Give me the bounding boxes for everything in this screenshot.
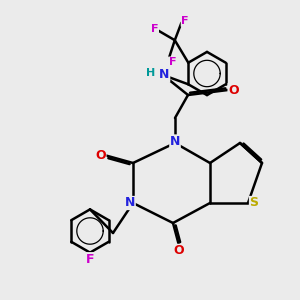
Text: N: N <box>125 196 135 209</box>
Text: O: O <box>228 83 239 97</box>
Text: O: O <box>174 244 184 257</box>
Text: N: N <box>170 135 180 148</box>
Text: F: F <box>86 253 94 266</box>
Text: F: F <box>181 16 189 26</box>
Text: H: H <box>146 68 155 79</box>
Text: F: F <box>169 57 176 67</box>
Text: S: S <box>250 196 259 209</box>
Text: O: O <box>95 149 106 162</box>
Text: N: N <box>159 68 170 82</box>
Text: F: F <box>151 24 158 34</box>
